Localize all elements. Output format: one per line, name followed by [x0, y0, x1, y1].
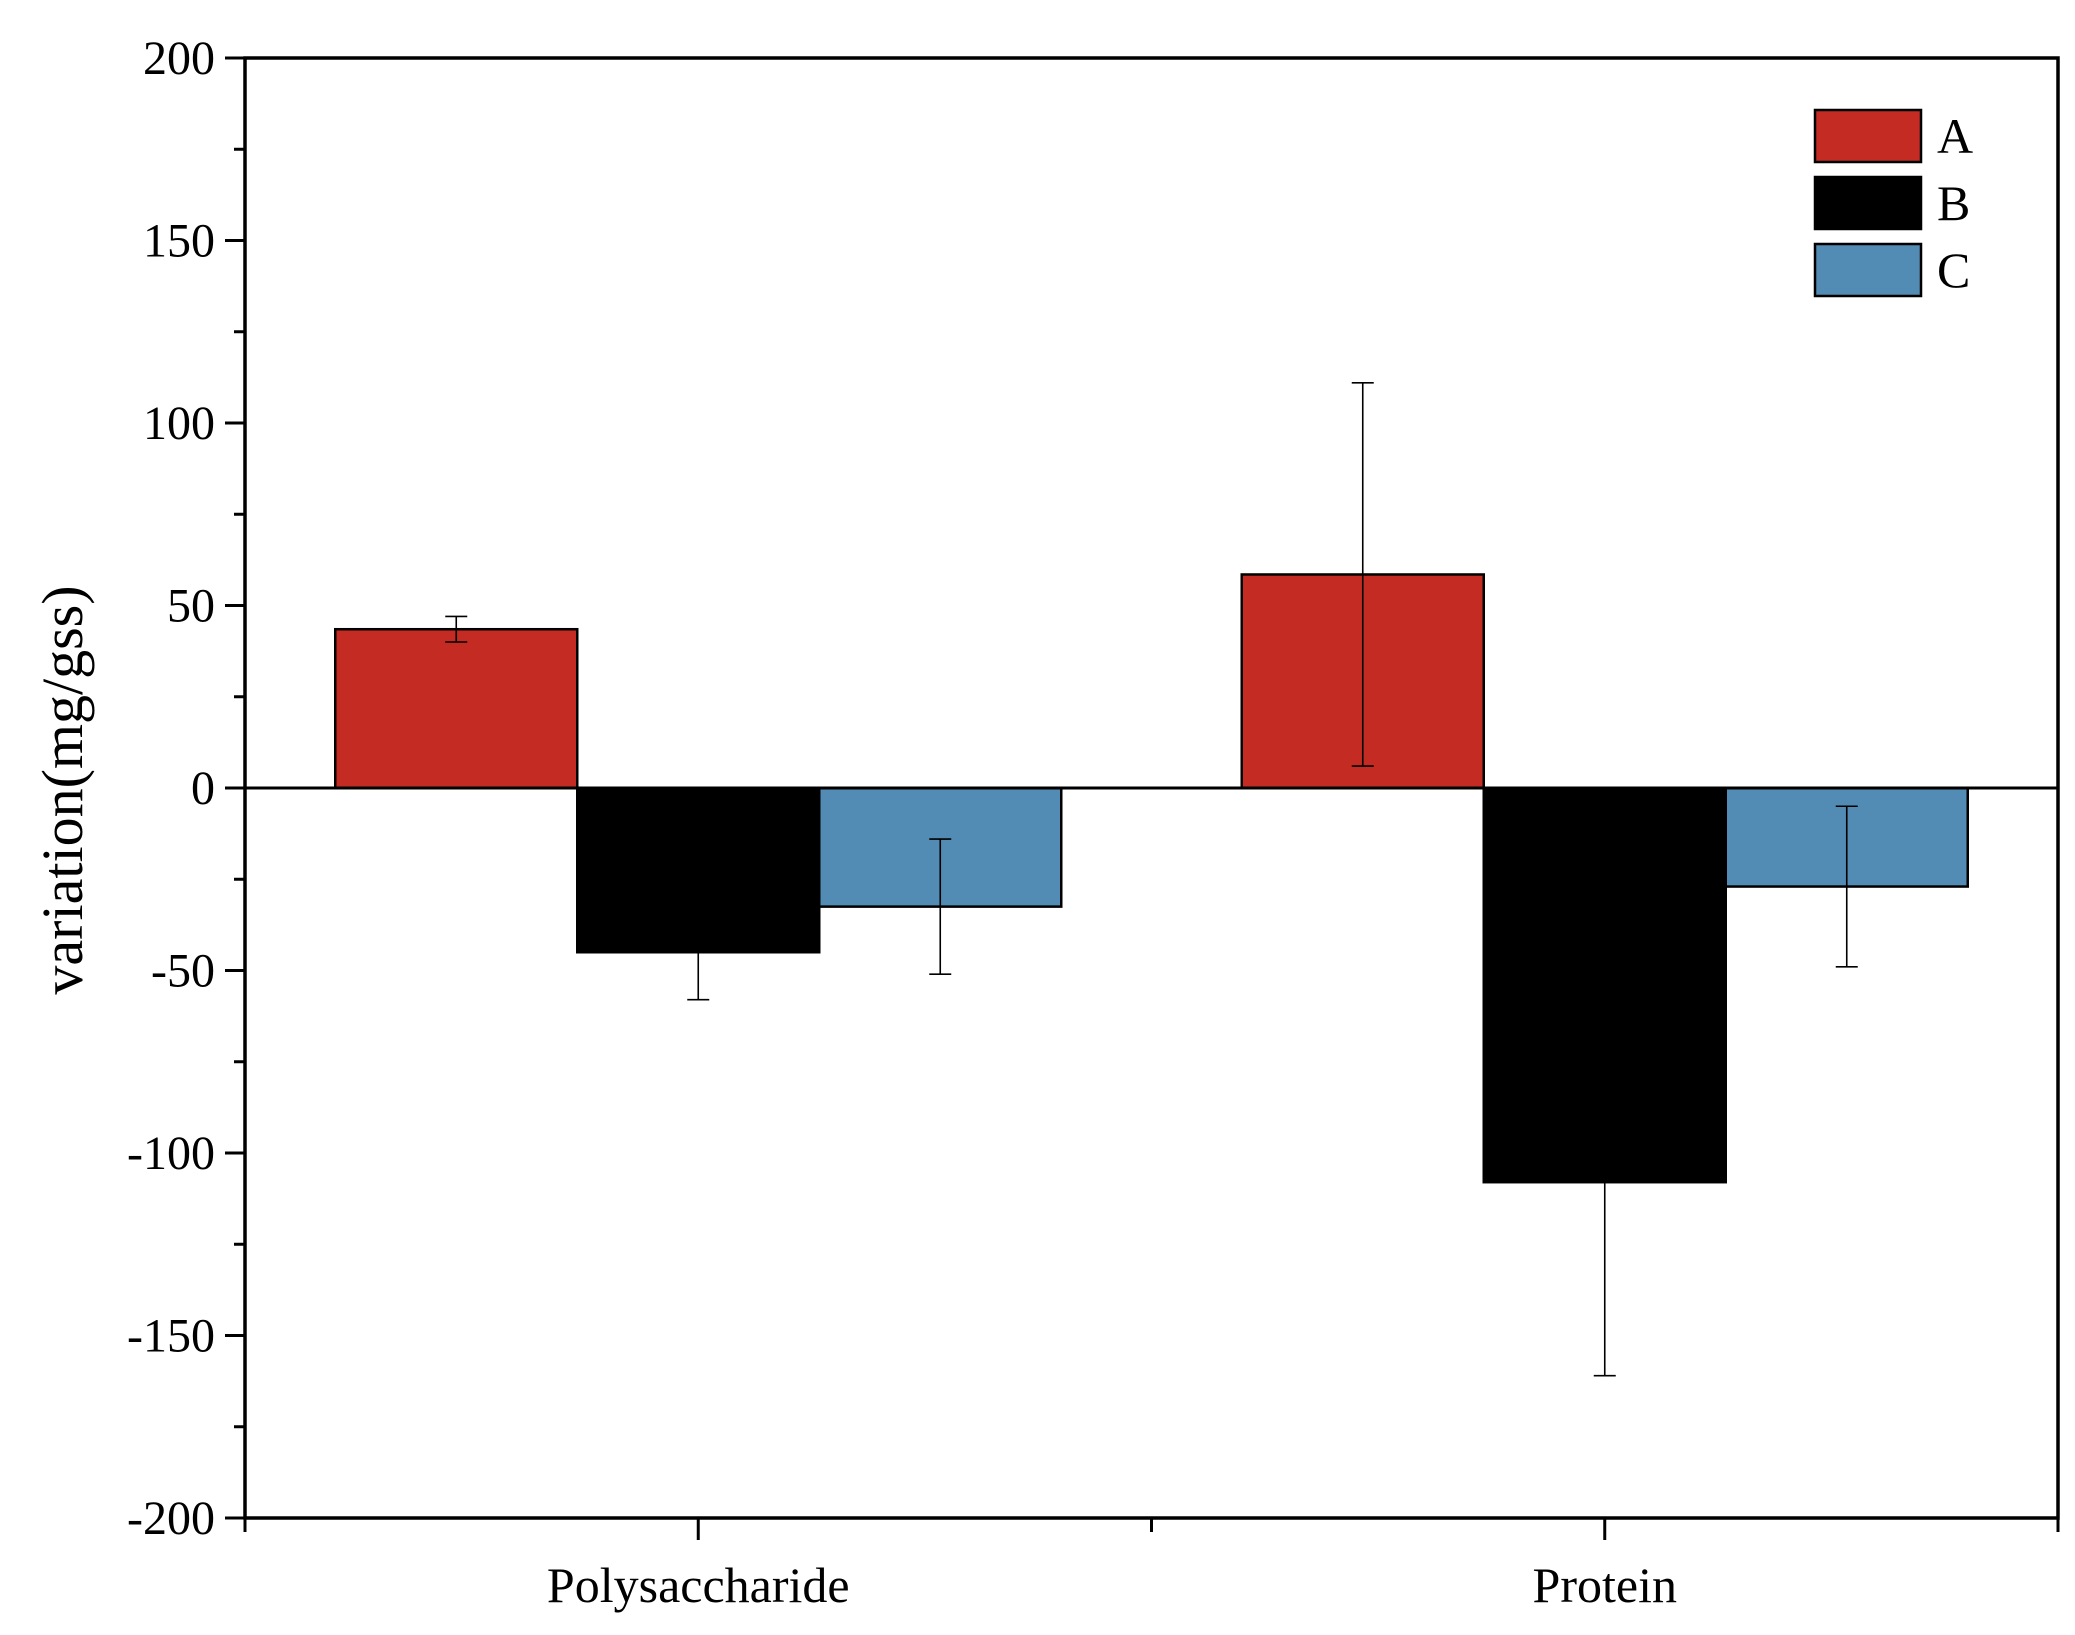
y-tick-label: 0	[191, 762, 215, 815]
legend-label-b: B	[1937, 175, 1970, 231]
y-tick-label: 200	[143, 32, 215, 85]
legend-label-c: C	[1937, 242, 1970, 298]
legend-swatch-a	[1813, 108, 1923, 164]
legend-label-a: A	[1937, 108, 1973, 164]
y-tick-label: -50	[151, 945, 215, 998]
y-tick-label: -200	[127, 1492, 215, 1545]
y-axis-title: variation(mg/gss)	[30, 585, 95, 994]
y-tick-label: 150	[143, 215, 215, 268]
y-tick-label: 100	[143, 397, 215, 450]
bar-a-polysaccharide	[334, 627, 579, 790]
x-category-label: Protein	[1533, 1557, 1677, 1613]
legend-swatch-c	[1813, 242, 1923, 298]
x-category-label: Polysaccharide	[547, 1557, 850, 1613]
y-tick-label: -150	[127, 1310, 215, 1363]
y-tick-label: -100	[127, 1127, 215, 1180]
y-tick-label: 50	[167, 580, 215, 633]
legend-swatch-b	[1813, 175, 1923, 231]
